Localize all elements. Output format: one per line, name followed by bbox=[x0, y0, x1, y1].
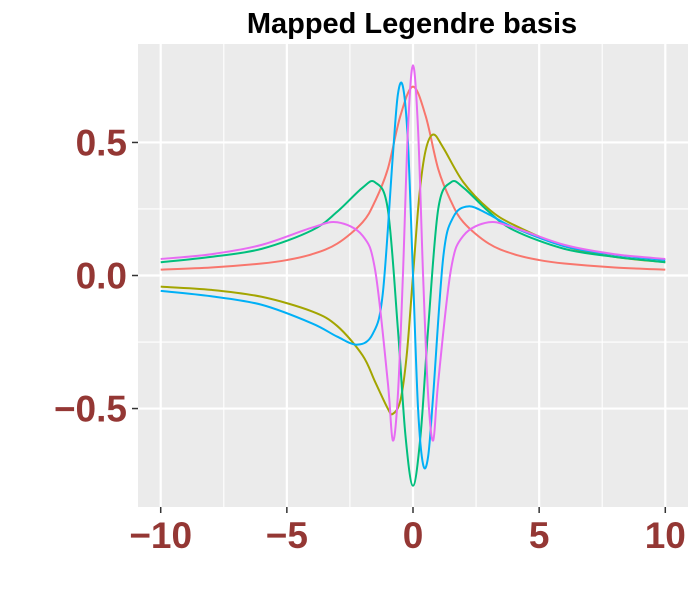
series-line-1 bbox=[160, 85, 666, 271]
y-tick-label: −0.5 bbox=[54, 389, 127, 430]
y-tick-label: 0.5 bbox=[76, 122, 127, 163]
series-line-2 bbox=[160, 133, 666, 416]
x-tick-label: 0 bbox=[403, 515, 424, 556]
y-axis: −0.5 0.0 0.5 bbox=[54, 122, 138, 430]
x-tick-label: 5 bbox=[529, 515, 550, 556]
major-gridlines bbox=[138, 44, 688, 507]
x-axis: −10 −5 0 5 10 bbox=[129, 507, 686, 556]
y-tick-label: 0.0 bbox=[76, 256, 127, 297]
x-tick-label: −10 bbox=[129, 515, 192, 556]
x-tick-label: −5 bbox=[266, 515, 308, 556]
series-line-5 bbox=[160, 64, 666, 442]
chart-title: Mapped Legendre basis bbox=[247, 8, 577, 40]
x-tick-label: 10 bbox=[645, 515, 686, 556]
series-lines bbox=[160, 64, 666, 487]
series-line-4 bbox=[160, 81, 666, 470]
